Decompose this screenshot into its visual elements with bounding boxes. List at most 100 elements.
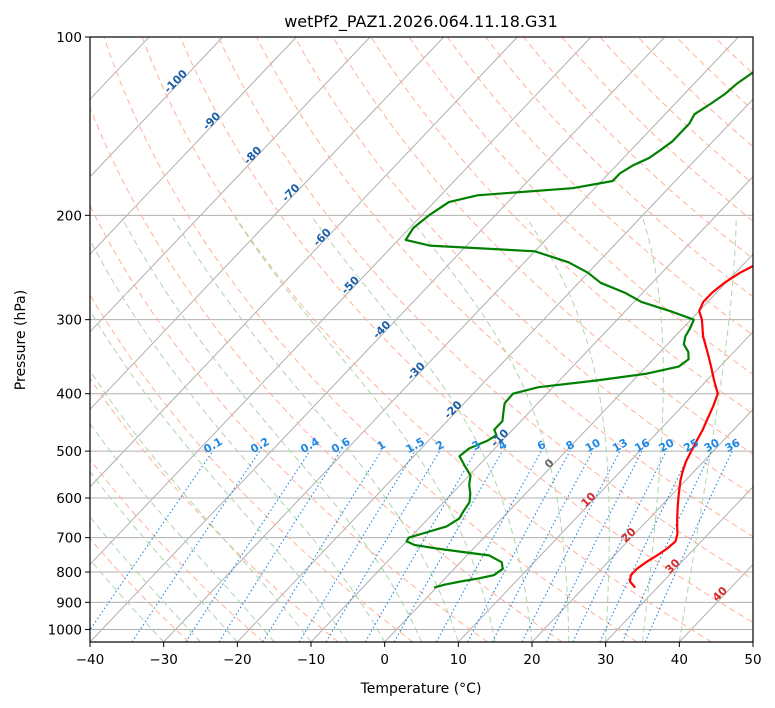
dry-adiabat-line	[294, 37, 753, 496]
moist-adiabat-line	[526, 217, 610, 642]
mixing-ratio-line	[131, 450, 261, 642]
isotherm-line	[678, 563, 753, 642]
y-axis: 100 200 300 400 500 600 700 800 900 1000	[48, 30, 90, 638]
mixing-ratio-label: 30	[702, 436, 722, 455]
moist-adiabat-line	[234, 217, 496, 642]
mixing-ratio-label: 0.1	[201, 435, 224, 456]
moist-adiabat-line	[90, 558, 165, 642]
dry-adiabat-line	[103, 37, 638, 642]
mixing-ratio-label: 16	[632, 436, 652, 455]
mixing-ratio-line	[545, 450, 643, 642]
moist-adiabat-line	[90, 238, 386, 642]
moist-adiabat-line	[90, 516, 201, 642]
isotherm-line	[531, 408, 753, 642]
dry-adiabat-label: -70	[279, 181, 302, 204]
y-tick-label: 300	[56, 313, 82, 329]
y-tick-label: 200	[56, 208, 82, 224]
x-tick-label: 0	[380, 652, 389, 668]
dry-adiabat-line	[446, 37, 753, 336]
dry-adiabat-label: -60	[311, 226, 334, 249]
dry-adiabat-line	[752, 37, 753, 39]
dry-adiabat-line	[523, 37, 753, 260]
dewpoint-profile	[404, 71, 753, 589]
isotherm-line	[90, 37, 592, 566]
dry-adiabat-line	[217, 37, 753, 580]
mixing-ratio-label: 0.6	[329, 435, 353, 456]
isotherm-line	[605, 486, 753, 642]
x-tick-label: −40	[76, 652, 105, 668]
dry-adiabat-line	[332, 37, 753, 455]
moist-adiabat-line	[90, 471, 238, 642]
isotherm-line	[457, 331, 753, 642]
dry-adiabat-label: -90	[200, 109, 223, 132]
moist-adiabat-label: 30	[663, 556, 683, 576]
isotherm-line	[0, 37, 75, 642]
mixing-ratio-line	[467, 450, 571, 642]
isotherm-line	[90, 37, 297, 256]
dry-adiabat-line	[370, 37, 753, 415]
moist-adiabat-line	[90, 309, 349, 642]
y-tick-label: 600	[56, 491, 82, 507]
y-tick-label: 900	[56, 595, 82, 611]
mixing-ratio-label: 13	[610, 436, 630, 455]
x-axis: −40 −30 −20 −10 0 10 20 30 40 50	[76, 642, 762, 668]
y-tick-label: 800	[56, 565, 82, 581]
dry-adiabat-line	[408, 37, 753, 375]
x-axis-label: Temperature (°C)	[360, 681, 482, 697]
dry-adiabat-line	[599, 37, 753, 185]
y-axis-label: Pressure (hPa)	[13, 290, 29, 390]
mixing-ratio-line	[572, 450, 667, 642]
moist-adiabat-label: 40	[710, 584, 730, 604]
dry-adiabat-label: -80	[241, 144, 264, 167]
dry-adiabat-line	[179, 37, 753, 623]
dry-adiabat-line	[90, 458, 264, 642]
chart-title: wetPf2_PAZ1.2026.064.11.18.G31	[284, 12, 558, 32]
mixing-ratio-line	[218, 450, 341, 642]
isotherm-line	[90, 37, 371, 333]
y-tick-label: 1000	[48, 622, 82, 638]
isotherm-line	[90, 37, 445, 411]
dry-adiabat-line	[485, 37, 753, 298]
x-tick-label: −30	[149, 652, 178, 668]
mixing-ratio-label: 0.2	[248, 435, 271, 456]
moist-adiabat-line	[678, 217, 737, 642]
isotherm-line	[163, 37, 739, 642]
moist-adiabat-line	[642, 217, 664, 642]
dry-adiabat-line	[90, 293, 414, 642]
moist-adiabat-line	[90, 369, 312, 642]
moist-adiabat-line	[409, 217, 570, 642]
mixing-ratio-line	[90, 450, 214, 631]
dry-adiabat-label: -20	[441, 398, 464, 421]
mixing-ratio-label: 20	[657, 436, 677, 455]
x-tick-label: 40	[671, 652, 688, 668]
moist-adiabat-label: 20	[619, 525, 639, 545]
x-tick-label: 20	[523, 652, 540, 668]
mixing-ratio-label: 1.5	[403, 435, 426, 456]
dry-adiabat-label: -40	[370, 318, 393, 341]
mixing-ratio-line	[599, 450, 692, 642]
temperature-profile	[628, 264, 753, 589]
mixing-ratio-line	[262, 450, 382, 642]
mixing-ratio-line	[393, 450, 503, 642]
isotherm-line	[90, 37, 224, 178]
profiles	[404, 71, 753, 589]
dry-adiabat-line	[637, 37, 753, 148]
dry-adiabat-line	[561, 37, 753, 222]
y-tick-label: 500	[56, 444, 82, 460]
dry-adiabat-label: -10	[488, 426, 511, 449]
mixing-ratio-line	[185, 450, 311, 642]
x-tick-label: 50	[744, 652, 761, 668]
mixing-ratio-line	[644, 450, 733, 642]
y-tick-label: 400	[56, 387, 82, 403]
y-tick-label: 700	[56, 531, 82, 547]
mixing-ratio-line	[435, 450, 542, 642]
y-tick-label: 100	[56, 30, 82, 46]
x-tick-label: 10	[450, 652, 467, 668]
mixing-ratio-line	[298, 450, 416, 642]
dry-adiabat-line	[714, 37, 753, 75]
isotherm-line	[752, 641, 753, 642]
dry-adiabat-line	[90, 106, 563, 642]
dry-adiabat-line	[256, 37, 753, 538]
x-tick-label: 30	[597, 652, 614, 668]
